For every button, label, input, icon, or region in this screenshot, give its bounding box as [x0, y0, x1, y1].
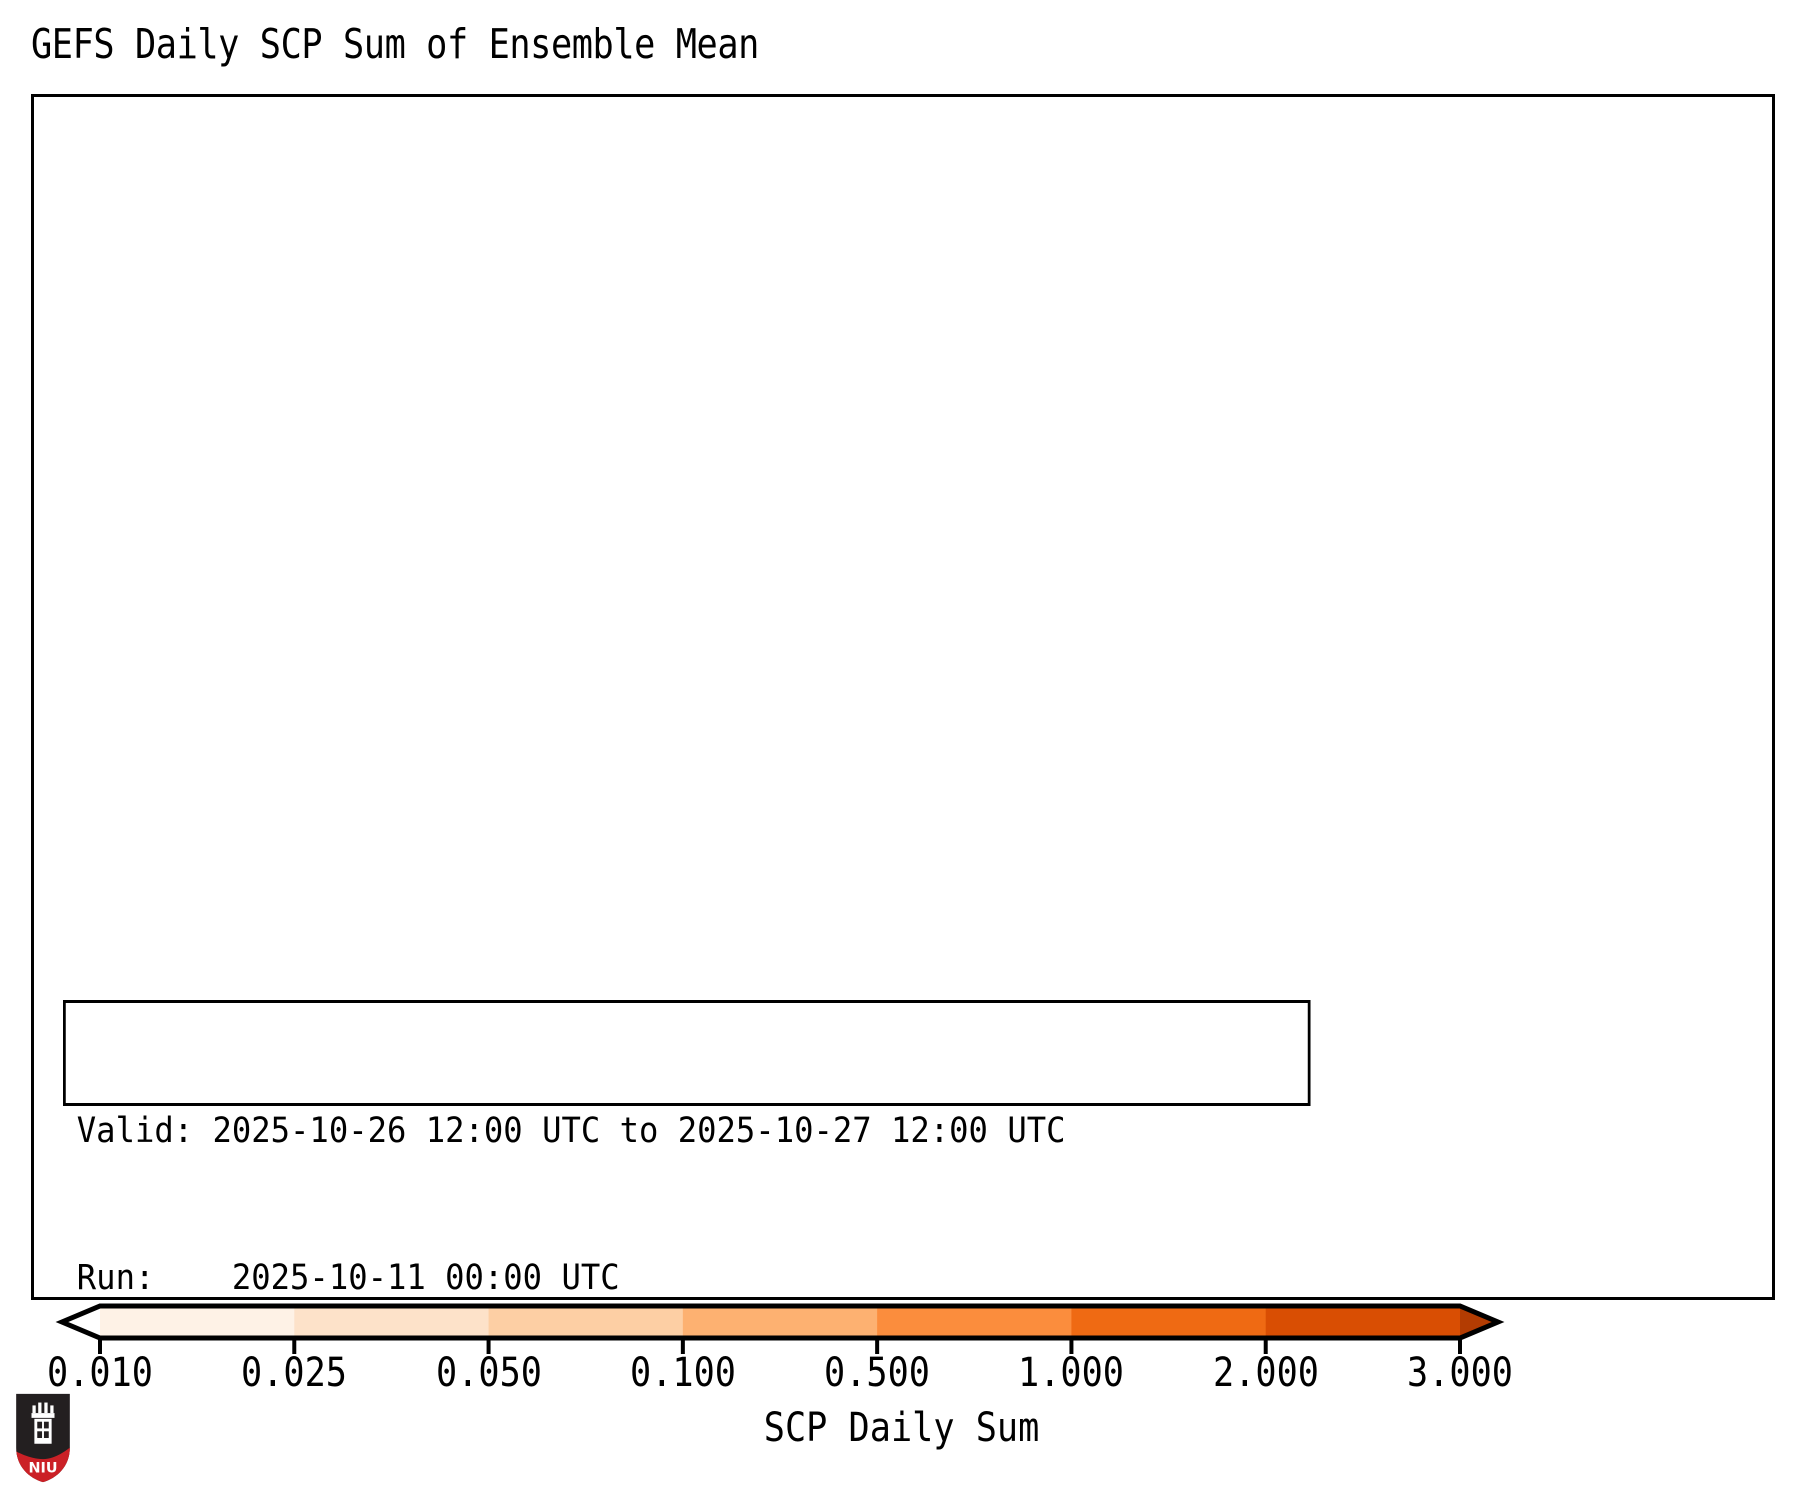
page-title: GEFS Daily SCP Sum of Ensemble Mean — [31, 20, 759, 68]
niu-logo-text: NIU — [28, 1461, 57, 1477]
niu-logo: NIU — [16, 1393, 70, 1483]
colorbar-axis-label-text: SCP Daily Sum — [763, 1405, 1040, 1451]
colorbar-tick-label: 3.000 — [1407, 1350, 1513, 1396]
colorbar-bands — [62, 1306, 1498, 1338]
run-time-text: Run: 2025-10-11 00:00 UTC — [76, 1258, 620, 1298]
colorbar-tick-labels: 0.010 0.025 0.050 0.100 0.500 1.000 2.000 3.000 — [0, 1350, 1803, 1400]
colorbar-tick-label: 0.100 — [629, 1350, 736, 1396]
colorbar — [0, 1298, 1803, 1358]
valid-time-text: Valid: 2025-10-26 12:00 UTC to 2025-10-2… — [76, 1111, 1066, 1151]
valid-run-annotation: Valid: 2025-10-26 12:00 UTC to 2025-10-2… — [63, 1000, 1311, 1298]
colorbar-svg — [55, 1303, 1505, 1354]
colorbar-axis-label: SCP Daily Sum — [0, 1404, 1803, 1452]
colorbar-tick-label: 0.500 — [824, 1350, 931, 1396]
colorbar-tick-label: 0.050 — [435, 1350, 542, 1396]
colorbar-tick-label: 1.000 — [1018, 1350, 1125, 1396]
colorbar-tick-label: 0.010 — [47, 1350, 153, 1396]
colorbar-tick-label: 2.000 — [1212, 1350, 1319, 1396]
colorbar-tick-label: 0.025 — [241, 1350, 348, 1396]
colorbar-ticks — [98, 1338, 1462, 1354]
